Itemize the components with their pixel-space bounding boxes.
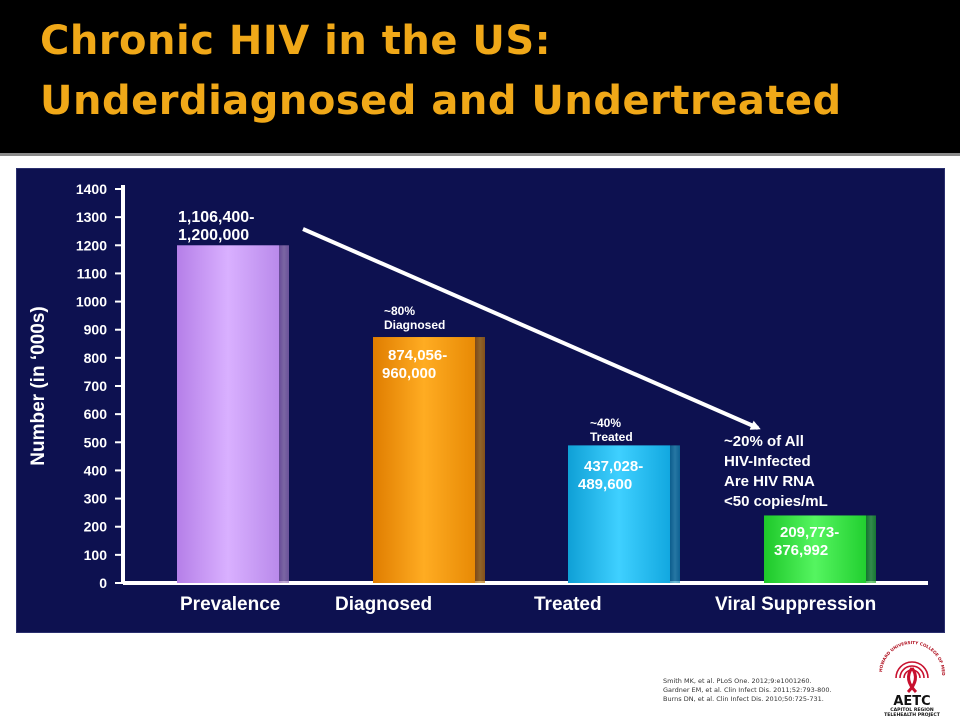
title-divider	[0, 153, 960, 156]
bar-layer	[177, 245, 876, 583]
bar-value-label: 874,056-	[388, 347, 447, 364]
bar-value-label: 489,600	[578, 476, 632, 493]
percent-label: Diagnosed	[384, 318, 445, 332]
bar-diagnosed	[373, 337, 475, 583]
bar-value-label: 376,992	[774, 542, 828, 559]
x-category-label: Viral Suppression	[715, 594, 876, 615]
slide-title-line-2: Underdiagnosed and Undertreated	[40, 78, 842, 124]
references: Smith MK, et al. PLoS One. 2012;9:e10012…	[663, 677, 832, 704]
hiv-care-cascade-chart: 0 100 200 300 400 500 600 700 800 900 1000 1100 1200…	[28, 181, 928, 615]
y-tick-label: 800	[84, 350, 108, 366]
y-tick-label: 1400	[76, 181, 107, 197]
bar-side-shade	[866, 515, 876, 583]
callout-text: <50 copies/mL	[724, 493, 828, 510]
bar-value-label: 437,028-	[584, 458, 643, 475]
y-tick-label: 700	[84, 378, 108, 394]
bar-group	[764, 515, 876, 583]
aetc-logo: HOWARD UNIVERSITY COLLEGE OF MEDICINE AE…	[872, 634, 946, 718]
y-tick-label: 600	[84, 406, 108, 422]
y-tick-label: 300	[84, 491, 108, 507]
callout-text: Are HIV RNA	[724, 473, 815, 490]
logo-line-3: TELEHEALTH PROJECT	[884, 712, 941, 718]
ribbon-icon	[895, 661, 929, 694]
label-layer: Prevalence Diagnosed Treated Viral Suppress…	[178, 209, 876, 615]
x-category-label: Diagnosed	[335, 594, 432, 615]
y-tick-label: 1300	[76, 209, 107, 225]
bar-value-label: 209,773-	[780, 524, 839, 541]
percent-label: Treated	[590, 430, 633, 444]
bar-group	[373, 337, 485, 583]
bar-viral-suppression	[764, 515, 866, 583]
callout-text: ~20% of All	[724, 433, 804, 450]
x-category-label: Treated	[534, 594, 602, 615]
y-tick-label: 1100	[77, 265, 108, 281]
bar-side-shade	[475, 337, 485, 583]
y-tick-label: 1200	[76, 237, 107, 253]
y-axis-title: Number (in ‘000s)	[28, 306, 49, 465]
bar-group	[568, 445, 680, 583]
bar-treated	[568, 445, 670, 583]
bar-value-label: 960,000	[382, 365, 436, 382]
percent-label: ~40%	[590, 416, 621, 430]
logo-name: AETC	[893, 694, 930, 709]
slide-title-line-1: Chronic HIV in the US:	[40, 18, 552, 64]
bar-side-shade	[279, 245, 289, 583]
reference-2: Gardner EM, et al. Clin Infect Dis. 2011…	[663, 686, 832, 694]
bar-value-label: 1,200,000	[178, 227, 249, 244]
y-tick-label: 900	[84, 322, 108, 338]
bar-value-label: 1,106,400-	[178, 209, 255, 226]
y-tick-label: 0	[99, 575, 107, 591]
bar-group	[177, 245, 289, 583]
reference-3: Burns DN, et al. Clin Infect Dis. 2010;5…	[663, 695, 824, 703]
y-tick-label: 100	[84, 547, 108, 563]
percent-label: ~80%	[384, 304, 415, 318]
y-tick-label: 400	[84, 462, 108, 478]
bar-side-shade	[670, 445, 680, 583]
trend-arrow	[302, 227, 761, 430]
y-tick-label: 500	[84, 434, 108, 450]
y-tick-label: 1000	[76, 294, 107, 310]
x-category-label: Prevalence	[180, 594, 280, 615]
reference-1: Smith MK, et al. PLoS One. 2012;9:e10012…	[663, 677, 812, 685]
title-bar: Chronic HIV in the US: Underdiagnosed an…	[0, 0, 960, 148]
y-tick-label: 200	[84, 519, 108, 535]
bar-prevalence	[177, 245, 279, 583]
callout-text: HIV-Infected	[724, 453, 811, 470]
logo-line-2: CAPITOL REGION	[890, 707, 934, 713]
